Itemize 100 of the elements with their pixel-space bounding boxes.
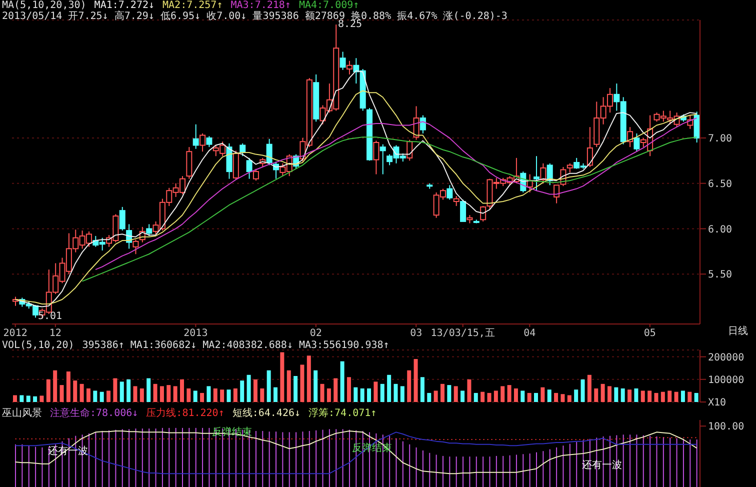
bar: [93, 390, 98, 402]
bar: [280, 352, 284, 402]
candlestick: [373, 140, 380, 175]
candlestick: [119, 206, 126, 232]
bar: [120, 382, 124, 402]
bar: [213, 388, 218, 402]
bar: [387, 374, 392, 402]
bar: [494, 390, 498, 402]
bar: [367, 388, 372, 402]
bar: [600, 384, 605, 402]
bar: [13, 395, 17, 402]
bar: [240, 380, 244, 402]
annotation: 5.01: [38, 311, 62, 322]
candlestick: [340, 51, 346, 70]
bar: [200, 392, 204, 402]
bar: [140, 388, 144, 402]
bar: [440, 384, 444, 402]
text: MA2:7.257↑: [162, 0, 223, 11]
y-tick-label: 100.00: [708, 422, 744, 433]
bar: [574, 390, 578, 402]
bar: [668, 390, 672, 402]
candlestick: [546, 162, 553, 186]
bar: [427, 392, 432, 402]
bar: [460, 390, 465, 402]
bar: [628, 390, 632, 402]
candlestick: [192, 124, 199, 150]
bar: [554, 392, 558, 402]
x-tick-label: 04: [524, 328, 536, 339]
x-tick-label: 12: [49, 328, 62, 339]
candlestick: [240, 142, 246, 157]
bar: [420, 377, 424, 402]
bar: [146, 378, 151, 402]
bar: [454, 386, 458, 402]
bar: [173, 386, 178, 402]
candlestick: [540, 162, 546, 184]
x-tick-label: 02: [310, 328, 322, 339]
bar: [587, 374, 592, 402]
bar: [233, 388, 238, 402]
text: 浮筹:74.071↑: [308, 408, 377, 419]
bar: [206, 386, 211, 402]
bar: [306, 356, 311, 402]
bar: [547, 390, 552, 402]
bar: [620, 388, 625, 402]
bar: [467, 379, 472, 402]
x-tick-label: 13/03/15,五: [430, 328, 495, 339]
bar: [394, 384, 398, 402]
candlestick: [634, 132, 640, 152]
bar: [614, 387, 618, 402]
bar: [407, 370, 412, 402]
chart-title: VOL(5,10,20): [2, 340, 74, 351]
bar: [374, 382, 378, 402]
bar: [153, 384, 158, 402]
y-tick-label: 7.00: [708, 134, 732, 145]
bar: [260, 388, 264, 402]
bar: [193, 390, 198, 402]
candlestick: [586, 126, 593, 168]
bar: [380, 384, 384, 402]
candlestick: [566, 162, 573, 173]
bar: [654, 392, 658, 402]
bar: [660, 392, 665, 402]
bar: [346, 377, 351, 402]
candlestick: [252, 168, 259, 182]
bar: [180, 379, 184, 402]
bar: [520, 390, 525, 402]
bar: [594, 388, 598, 402]
bar: [40, 396, 44, 402]
bar: [334, 378, 338, 402]
y-tick-label: 6.50: [708, 178, 732, 190]
bar: [253, 379, 258, 402]
text: MA3:7.218↑: [230, 0, 291, 11]
y-tick-label: 100000: [708, 374, 744, 386]
x-tick-label: 05: [644, 328, 656, 339]
text: 日线: [728, 326, 748, 337]
series-label: 压力线:81.220↑: [146, 408, 224, 419]
candlestick: [146, 224, 152, 236]
bar: [113, 378, 118, 402]
bar: [226, 390, 231, 402]
bar: [106, 390, 111, 402]
bar: [314, 370, 318, 402]
bar: [274, 387, 278, 402]
bar: [480, 392, 485, 402]
bar: [220, 390, 224, 402]
candlestick: [446, 184, 453, 200]
bar: [688, 392, 692, 402]
y-tick-label: 6.00: [708, 224, 732, 236]
bar: [80, 384, 84, 402]
text: MA1:7.272↓: [94, 0, 155, 11]
bar: [286, 370, 291, 402]
bar: [634, 388, 638, 402]
bar: [100, 392, 104, 402]
candlestick: [460, 199, 466, 222]
bar: [580, 379, 585, 402]
bar: [160, 386, 164, 402]
bar: [126, 379, 131, 402]
bar: [294, 376, 298, 402]
bar: [86, 388, 90, 402]
bar: [434, 390, 438, 402]
bar: [500, 386, 505, 402]
candlestick: [413, 106, 420, 140]
candlestick: [132, 239, 139, 255]
